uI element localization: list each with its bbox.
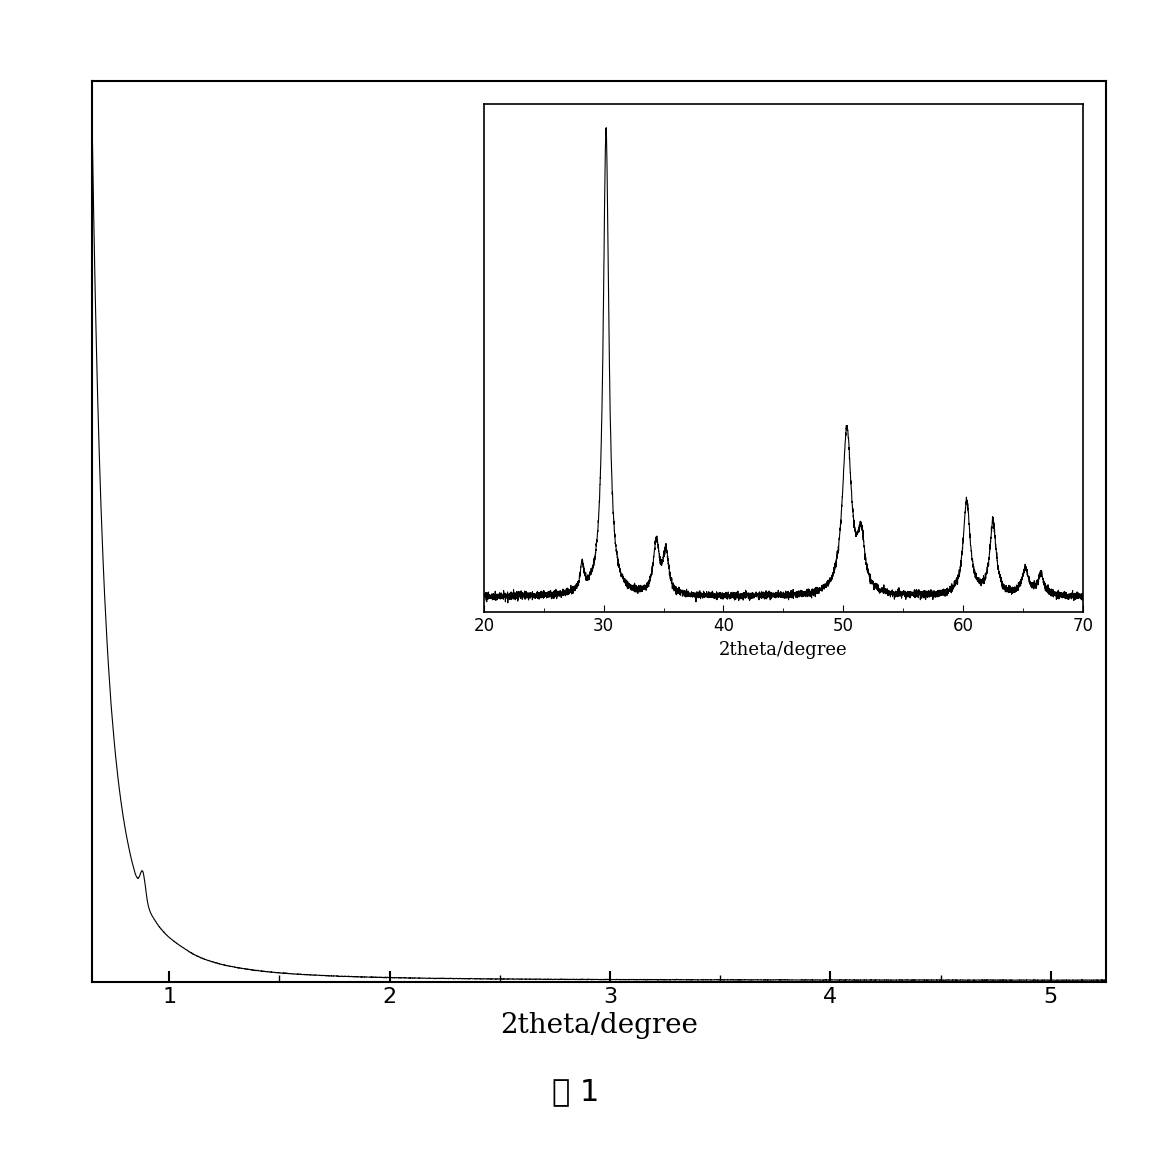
X-axis label: 2theta/degree: 2theta/degree xyxy=(500,1012,698,1040)
Text: 图 1: 图 1 xyxy=(552,1076,600,1106)
X-axis label: 2theta/degree: 2theta/degree xyxy=(719,641,848,658)
